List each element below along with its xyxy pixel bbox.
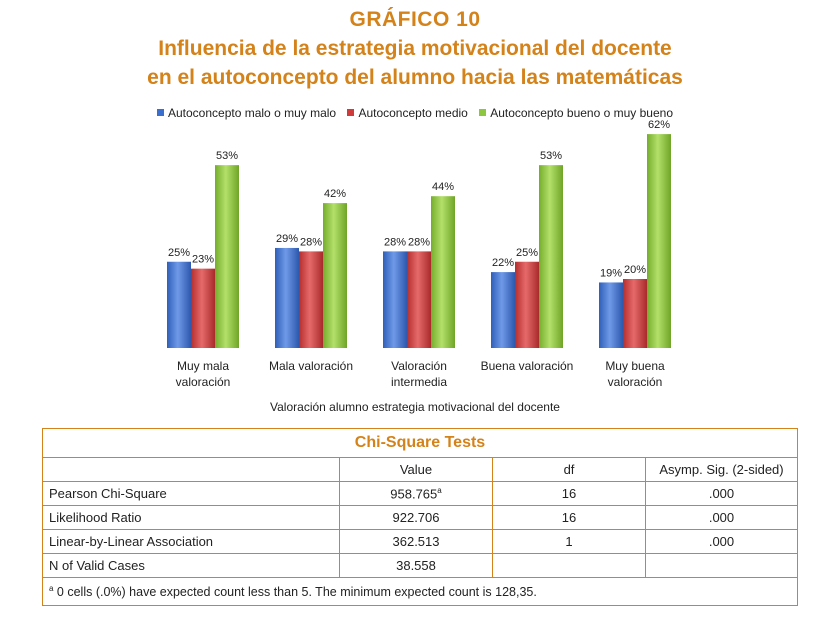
bar-2-3	[539, 165, 563, 348]
header-df: df	[492, 457, 646, 482]
row-label: Linear-by-Linear Association	[42, 529, 340, 554]
chart-title-line-2: en el autoconcepto del alumno hacia las …	[147, 66, 683, 89]
legend-swatch-malo	[157, 109, 164, 116]
row-df: 1	[492, 529, 646, 554]
bar-label-0-4: 19%	[600, 267, 622, 279]
chart-figure-number: GRÁFICO 10	[349, 8, 481, 31]
bar-label-1-4: 20%	[624, 264, 646, 276]
bar-label-1-3: 25%	[516, 247, 538, 259]
bar-label-2-1: 42%	[324, 188, 346, 200]
legend-swatch-medio	[347, 109, 355, 116]
bar-label-2-3: 53%	[540, 150, 562, 162]
bar-0-0	[167, 261, 191, 348]
legend-swatch-bueno	[479, 109, 487, 116]
chart-legend: Autoconcepto malo o muy malo Autoconcept…	[0, 105, 830, 120]
row-value: 38.558	[339, 553, 493, 578]
table-row: Pearson Chi-Square 958.765a 16 .000	[42, 481, 798, 506]
bar-0-2	[383, 251, 407, 348]
category-label-2-1: intermedia	[391, 375, 447, 389]
row-df: 16	[492, 505, 646, 530]
bar-label-2-0: 53%	[216, 150, 238, 162]
table-footnote: a 0 cells (.0%) have expected count less…	[42, 577, 798, 606]
bar-label-1-2: 28%	[408, 236, 430, 248]
bar-2-1	[323, 203, 347, 348]
bar-2-2	[431, 196, 455, 348]
category-label-3-0: Buena valoración	[481, 359, 574, 373]
row-sig	[645, 553, 798, 578]
legend-label-medio: Autoconcepto medio	[358, 105, 468, 120]
row-value: 922.706	[339, 505, 493, 530]
table-row: Linear-by-Linear Association 362.513 1 .…	[42, 529, 798, 554]
bar-1-2	[407, 251, 431, 348]
header-value: Value	[339, 457, 493, 482]
category-label-2-0: Valoración	[391, 359, 447, 373]
bar-label-1-1: 28%	[300, 236, 322, 248]
category-label-4-1: valoración	[608, 375, 663, 389]
legend-item-medio: Autoconcepto medio	[347, 105, 468, 120]
table-row: N of Valid Cases 38.558	[42, 553, 798, 578]
row-df: 16	[492, 481, 646, 506]
row-sig: .000	[645, 481, 798, 506]
table-header-row: Value df Asymp. Sig. (2-sided)	[42, 457, 798, 482]
category-label-0-1: valoración	[176, 375, 231, 389]
bar-label-1-0: 23%	[192, 254, 214, 266]
table-caption: Chi-Square Tests	[42, 428, 798, 458]
bar-label-0-2: 28%	[384, 236, 406, 248]
x-axis-title: Valoración alumno estrategia motivaciona…	[270, 400, 560, 414]
chi-square-table: Chi-Square Tests Value df Asymp. Sig. (2…	[42, 428, 798, 606]
header-blank	[42, 457, 340, 482]
bar-1-4	[623, 279, 647, 348]
row-label: N of Valid Cases	[42, 553, 340, 578]
legend-label-bueno: Autoconcepto bueno o muy bueno	[490, 105, 673, 120]
bar-1-1	[299, 251, 323, 348]
bar-chart: 25%23%53%29% 28%42%28% 28%44%22%25%53%19% 2…	[167, 119, 671, 389]
bar-label-0-1: 29%	[276, 233, 298, 245]
bar-1-0	[191, 268, 215, 348]
row-sig: .000	[645, 505, 798, 530]
row-label: Pearson Chi-Square	[42, 481, 340, 506]
legend-label-malo: Autoconcepto malo o muy malo	[168, 105, 337, 120]
row-df	[492, 553, 646, 578]
category-label-4-0: Muy buena	[605, 359, 665, 373]
category-label-0-0: Muy mala	[177, 359, 229, 373]
category-label-1-0: Mala valoración	[269, 359, 353, 373]
bar-0-1	[275, 247, 299, 348]
bar-label-2-4: 62%	[648, 119, 670, 131]
row-label: Likelihood Ratio	[42, 505, 340, 530]
header-sig: Asymp. Sig. (2-sided)	[645, 457, 798, 482]
bar-2-4	[647, 134, 671, 348]
row-value: 958.765a	[339, 481, 493, 506]
bar-0-3	[491, 272, 515, 348]
bar-label-2-2: 44%	[432, 181, 454, 193]
row-value: 362.513	[339, 529, 493, 554]
bar-label-0-0: 25%	[168, 247, 190, 259]
legend-item-bueno: Autoconcepto bueno o muy bueno	[479, 106, 673, 120]
legend-item-malo: Autoconcepto malo o muy malo	[157, 106, 336, 120]
bar-label-0-3: 22%	[492, 257, 514, 269]
chart-title-line-1: Influencia de la estrategia motivacional…	[158, 37, 672, 60]
row-sig: .000	[645, 529, 798, 554]
bar-0-4	[599, 282, 623, 348]
table-row: Likelihood Ratio 922.706 16 .000	[42, 505, 798, 530]
bar-1-3	[515, 261, 539, 348]
bar-2-0	[215, 165, 239, 348]
